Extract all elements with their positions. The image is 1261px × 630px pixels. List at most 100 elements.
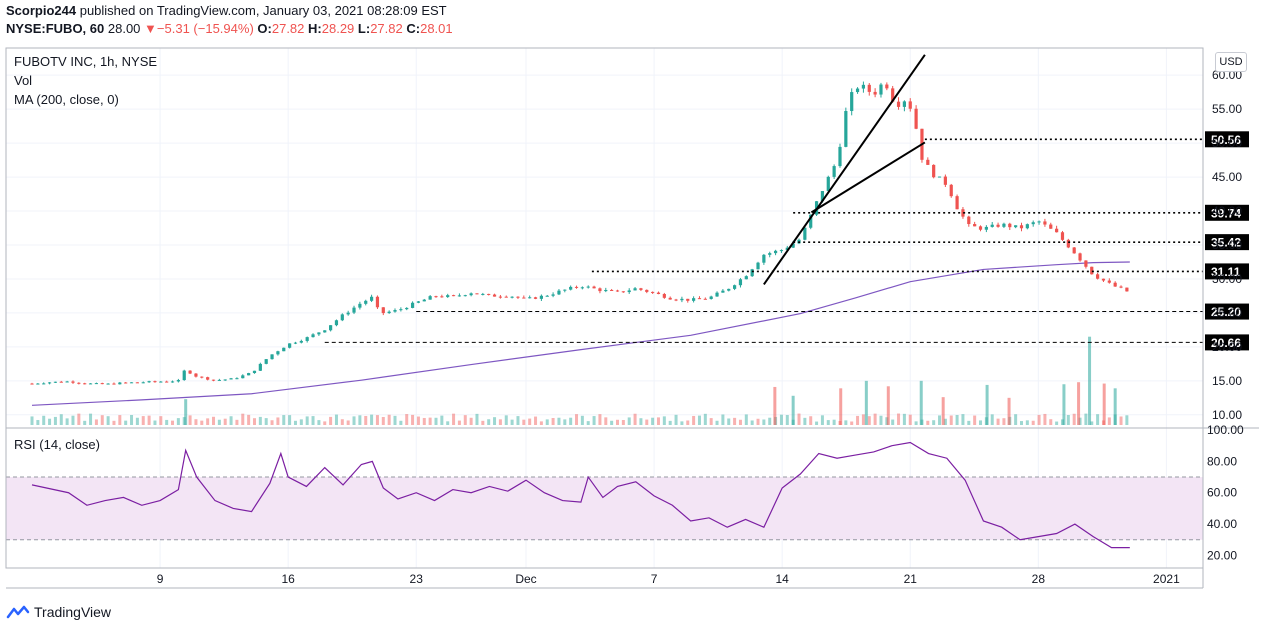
candle-body bbox=[276, 351, 280, 355]
price-tick-label: 40.00 bbox=[1212, 204, 1242, 218]
volume-bar bbox=[217, 419, 221, 425]
candle-body bbox=[750, 269, 754, 277]
volume-bar bbox=[42, 415, 46, 425]
volume-bar bbox=[375, 415, 379, 425]
level-label-box bbox=[1205, 131, 1249, 148]
volume-bar bbox=[469, 417, 473, 425]
candle-body bbox=[440, 296, 444, 298]
low-value: 27.82 bbox=[370, 21, 403, 36]
candle-body bbox=[680, 298, 684, 301]
volume-bar bbox=[979, 420, 983, 425]
volume-bar bbox=[83, 420, 87, 425]
candle-body bbox=[879, 84, 883, 95]
trendline bbox=[763, 54, 926, 285]
candle-body bbox=[580, 287, 584, 289]
candle-body bbox=[545, 295, 549, 297]
candle-body bbox=[551, 294, 555, 296]
volume-spike bbox=[1007, 397, 1011, 425]
publish-line: Scorpio244 published on TradingView.com,… bbox=[6, 3, 447, 18]
volume-bar bbox=[30, 416, 34, 425]
price-change: −5.31 (−15.94%) bbox=[156, 21, 254, 36]
candle-body bbox=[1060, 232, 1065, 240]
volume-bar bbox=[282, 415, 286, 425]
candle-body bbox=[405, 307, 409, 310]
candle-body bbox=[656, 292, 661, 295]
volume-bar bbox=[990, 414, 994, 425]
volume-bar bbox=[65, 418, 69, 425]
candle-body bbox=[264, 359, 268, 364]
candle-body bbox=[446, 295, 450, 298]
volume-bars bbox=[30, 336, 1129, 425]
high-label: H: bbox=[308, 21, 322, 36]
candle-body bbox=[375, 296, 380, 308]
candle-body bbox=[147, 381, 151, 383]
candle-body bbox=[30, 383, 34, 385]
candle-body bbox=[299, 340, 303, 343]
volume-bar bbox=[1014, 414, 1018, 425]
time-tick-label: 23 bbox=[410, 572, 424, 586]
candle-body bbox=[1090, 266, 1094, 275]
volume-spike bbox=[791, 395, 795, 425]
volume-bar bbox=[346, 420, 350, 425]
volume-bar bbox=[680, 421, 684, 425]
candle-body bbox=[1025, 224, 1029, 229]
volume-bar bbox=[1090, 421, 1094, 425]
candle-body bbox=[305, 337, 309, 341]
candle-body bbox=[36, 383, 40, 385]
candle-body bbox=[206, 377, 210, 380]
candle-body bbox=[574, 286, 579, 288]
volume-bar bbox=[996, 418, 1000, 425]
volume-bar bbox=[77, 413, 81, 425]
level-label: 39.74 bbox=[1211, 206, 1241, 220]
candle-body bbox=[697, 298, 702, 300]
candle-body bbox=[914, 108, 918, 129]
volume-bar bbox=[258, 416, 262, 425]
candle-body bbox=[393, 310, 397, 312]
candle-body bbox=[803, 227, 807, 240]
rsi-tick-label: 60.00 bbox=[1207, 486, 1237, 500]
volume-bar bbox=[616, 419, 619, 425]
published-text: published on TradingView.com, January 03… bbox=[79, 3, 447, 18]
candle-body bbox=[1066, 239, 1070, 248]
candle-body bbox=[867, 84, 871, 92]
author-name[interactable]: Scorpio244 bbox=[6, 3, 77, 18]
candle-body bbox=[141, 382, 145, 384]
volume-spike bbox=[184, 399, 188, 425]
volume-bar bbox=[815, 421, 819, 425]
volume-bar bbox=[434, 417, 438, 425]
volume-bar bbox=[387, 414, 391, 425]
volume-bar bbox=[358, 415, 362, 425]
volume-bar bbox=[961, 414, 965, 425]
volume-bar bbox=[539, 421, 543, 425]
volume-bar bbox=[94, 419, 98, 425]
candle-body bbox=[850, 92, 854, 112]
currency-button[interactable]: USD bbox=[1215, 52, 1247, 72]
volume-bar bbox=[873, 413, 877, 425]
candle-body bbox=[533, 297, 538, 299]
volume-spike bbox=[1062, 384, 1066, 425]
volume-bar bbox=[171, 420, 175, 425]
last-price: 28.00 bbox=[107, 21, 141, 36]
volume-bar bbox=[135, 417, 139, 425]
level-label-box bbox=[1205, 263, 1249, 280]
volume-bar bbox=[592, 416, 596, 425]
candle-body bbox=[1072, 247, 1076, 254]
candle-body bbox=[1113, 282, 1117, 287]
price-tick-label: 55.00 bbox=[1212, 102, 1242, 116]
level-label: 31.11 bbox=[1211, 265, 1241, 279]
candle-body bbox=[709, 296, 713, 299]
tradingview-footer[interactable]: TradingView bbox=[6, 604, 111, 620]
volume-bar bbox=[293, 420, 297, 425]
candle-body bbox=[498, 296, 502, 298]
candle-body bbox=[844, 111, 848, 147]
volume-bar bbox=[709, 418, 713, 425]
volume-spike bbox=[919, 380, 923, 425]
candle-body bbox=[1002, 223, 1006, 227]
volume-bar bbox=[651, 417, 655, 425]
volume-bar bbox=[756, 418, 760, 425]
rsi-band-fill bbox=[6, 477, 1203, 540]
candle-body bbox=[223, 379, 227, 381]
candle-body bbox=[785, 247, 789, 251]
volume-bar bbox=[832, 419, 836, 425]
